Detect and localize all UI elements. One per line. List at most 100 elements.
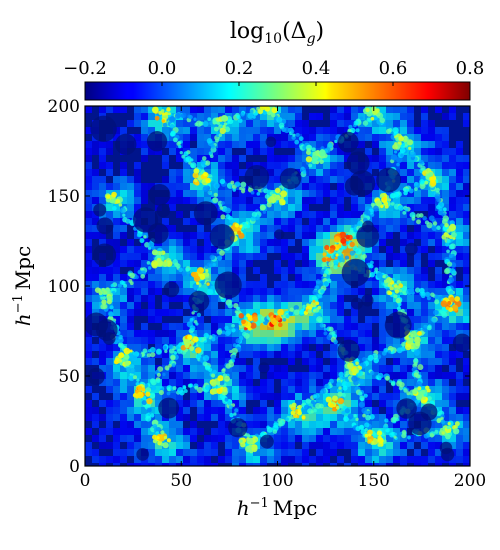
density-cell xyxy=(281,113,288,120)
density-peak xyxy=(160,430,165,435)
density-cell xyxy=(169,456,176,463)
density-cell xyxy=(365,127,372,134)
density-cell xyxy=(113,225,120,232)
density-cell xyxy=(456,386,463,393)
density-cell xyxy=(372,253,379,260)
density-cell xyxy=(190,456,197,463)
filament-point xyxy=(155,348,162,355)
density-cell xyxy=(323,232,330,239)
density-cell xyxy=(309,351,316,358)
filament-point xyxy=(239,186,243,191)
filament-point xyxy=(208,263,213,268)
density-cell xyxy=(386,232,393,239)
density-cell xyxy=(225,204,232,211)
filament-point xyxy=(366,117,371,122)
density-cell xyxy=(456,218,463,225)
density-cell xyxy=(323,183,330,190)
density-cell xyxy=(113,449,120,456)
density-cell xyxy=(246,330,253,337)
density-cell xyxy=(162,176,169,183)
density-cell xyxy=(267,386,274,393)
density-cell xyxy=(442,134,449,141)
density-peak xyxy=(312,151,317,156)
filament-point xyxy=(402,211,407,215)
filament-point xyxy=(139,238,145,244)
density-cell xyxy=(232,162,239,169)
density-cell xyxy=(113,400,120,407)
density-cell xyxy=(92,407,99,414)
density-cell xyxy=(407,127,414,134)
density-peak xyxy=(146,397,153,405)
density-cell xyxy=(351,218,358,225)
void-region xyxy=(244,164,270,190)
density-cell xyxy=(414,435,421,442)
density-cell xyxy=(309,337,316,344)
density-cell xyxy=(134,358,141,365)
density-cell xyxy=(134,267,141,274)
density-cell xyxy=(400,358,407,365)
filament-point xyxy=(283,126,290,134)
filament-point xyxy=(408,287,415,294)
density-cell xyxy=(400,253,407,260)
density-cell xyxy=(337,330,344,337)
density-cell xyxy=(295,323,302,330)
density-peak xyxy=(210,380,217,387)
density-cell xyxy=(456,351,463,358)
density-cell xyxy=(463,204,470,211)
density-cell xyxy=(253,337,260,344)
density-cell xyxy=(155,309,162,316)
density-cell xyxy=(99,379,106,386)
filament-point xyxy=(382,424,389,430)
density-cell xyxy=(176,120,183,127)
density-peak xyxy=(273,314,277,318)
density-cell xyxy=(155,316,162,323)
filament-point xyxy=(202,120,209,127)
density-cell xyxy=(372,456,379,463)
density-cell xyxy=(463,442,470,449)
density-cell xyxy=(309,232,316,239)
density-cell xyxy=(92,176,99,183)
density-cell xyxy=(372,246,379,253)
density-cell xyxy=(463,183,470,190)
density-cell xyxy=(106,428,113,435)
density-cell xyxy=(162,337,169,344)
density-peak xyxy=(237,230,242,235)
filament-point xyxy=(295,132,300,137)
density-cell xyxy=(463,435,470,442)
density-cell xyxy=(225,218,232,225)
filament-point xyxy=(310,410,314,414)
filament-point xyxy=(170,355,176,361)
density-cell xyxy=(288,323,295,330)
filament-point xyxy=(212,197,219,204)
density-cell xyxy=(141,309,148,316)
density-cell xyxy=(337,155,344,162)
density-cell xyxy=(449,414,456,421)
density-peak xyxy=(195,347,202,354)
filament-point xyxy=(231,354,237,360)
density-cell xyxy=(358,435,365,442)
filament-point xyxy=(402,187,407,192)
density-cell xyxy=(232,155,239,162)
density-cell xyxy=(246,295,253,302)
density-cell xyxy=(267,365,274,372)
density-cell xyxy=(421,197,428,204)
density-peak xyxy=(429,176,433,181)
density-cell xyxy=(449,435,456,442)
density-cell xyxy=(232,197,239,204)
filament-point xyxy=(251,211,258,218)
density-cell xyxy=(127,302,134,309)
filament-point xyxy=(389,193,396,199)
density-cell xyxy=(253,407,260,414)
density-cell xyxy=(323,169,330,176)
density-cell xyxy=(127,421,134,428)
density-cell xyxy=(176,442,183,449)
density-cell xyxy=(253,372,260,379)
filament-point xyxy=(305,398,312,404)
density-cell xyxy=(239,337,246,344)
density-cell xyxy=(141,421,148,428)
density-peak xyxy=(326,257,331,262)
filament-point xyxy=(438,309,443,314)
density-peak xyxy=(239,224,243,228)
density-cell xyxy=(204,253,211,260)
filament-point xyxy=(416,219,421,225)
